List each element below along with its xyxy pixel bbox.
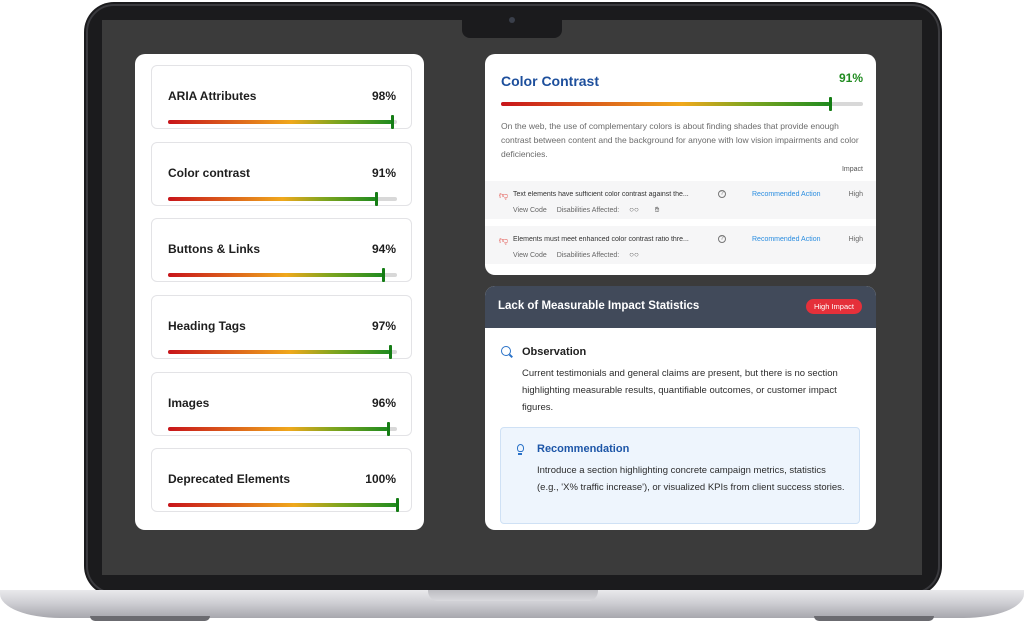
- score-card[interactable]: Heading Tags 97%: [151, 295, 412, 359]
- recommended-action-link[interactable]: Recommended Action: [752, 191, 821, 198]
- observation-text: Current testimonials and general claims …: [522, 368, 838, 413]
- score-label: Images: [168, 396, 210, 410]
- score-label: Buttons & Links: [168, 242, 260, 256]
- disabilities-label: Disabilities Affected:: [556, 207, 620, 214]
- score-label: ARIA Attributes: [168, 89, 257, 103]
- recommended-action-link[interactable]: Recommended Action: [752, 236, 821, 243]
- issue-text: Elements must meet enhanced color contra…: [513, 236, 689, 243]
- help-icon[interactable]: ?: [718, 235, 726, 243]
- glasses-icon: ○○: [629, 250, 639, 259]
- score-card[interactable]: Deprecated Elements 100%: [151, 448, 412, 512]
- score-value: 100%: [365, 472, 396, 486]
- issue-row[interactable]: 👎︎ Text elements have sufficient color c…: [485, 181, 876, 219]
- search-icon: [501, 346, 511, 356]
- score-bar: [168, 345, 397, 359]
- score-bar-marker: [396, 498, 399, 512]
- high-impact-badge: High Impact: [805, 299, 862, 314]
- issue-meta: View Code Disabilities Affected: ○○ ✋︎: [513, 205, 667, 215]
- recommendation-box: Recommendation Introduce a section highl…: [500, 427, 860, 524]
- camera-notch: [462, 12, 562, 38]
- score-card[interactable]: Color contrast 91%: [151, 142, 412, 206]
- score-value: 96%: [371, 396, 396, 410]
- color-contrast-bar-fill: [501, 102, 831, 106]
- color-contrast-description: On the web, the use of complementary col…: [501, 121, 859, 159]
- score-value: 98%: [371, 89, 396, 103]
- score-bar: [168, 422, 397, 436]
- issue-impact: High: [848, 236, 863, 243]
- view-code-link[interactable]: View Code: [513, 252, 547, 259]
- issue-impact: High: [848, 191, 863, 198]
- impact-column-header: Impact: [841, 166, 863, 173]
- score-bar: [168, 192, 397, 206]
- issue-meta: View Code Disabilities Affected: ○○: [513, 250, 647, 259]
- score-bar-marker: [391, 115, 395, 129]
- glasses-icon: ○○: [629, 205, 639, 214]
- color-contrast-bar-marker: [829, 97, 833, 111]
- recommendation-text: Introduce a section highlighting concret…: [537, 465, 845, 493]
- score-bar-fill: [168, 350, 391, 354]
- thumbs-down-icon: 👎︎: [499, 235, 509, 245]
- color-contrast-bar: [501, 97, 863, 111]
- issue-text: Text elements have sufficient color cont…: [513, 191, 689, 198]
- thumbs-down-icon: 👎︎: [499, 190, 509, 200]
- laptop-foot-left: [90, 616, 210, 621]
- insight-title: Lack of Measurable Impact Statistics: [498, 300, 700, 312]
- color-contrast-title: Color Contrast: [501, 73, 599, 89]
- score-value: 94%: [371, 242, 396, 256]
- insight-header: Lack of Measurable Impact Statistics Hig…: [485, 286, 876, 328]
- laptop-base-notch: [428, 590, 598, 601]
- score-bar: [168, 268, 397, 282]
- score-bar: [168, 498, 399, 512]
- observation-title: Observation: [522, 346, 587, 358]
- score-bar-fill: [168, 197, 377, 201]
- score-bar-fill: [168, 273, 384, 277]
- view-code-link[interactable]: View Code: [513, 207, 547, 214]
- score-card[interactable]: ARIA Attributes 98%: [151, 65, 412, 129]
- laptop-foot-right: [814, 616, 934, 621]
- score-bar-fill: [168, 120, 393, 124]
- score-bar: [168, 115, 397, 129]
- score-bar-fill: [168, 503, 397, 507]
- camera-icon: [509, 17, 515, 23]
- score-bar-fill: [168, 427, 388, 431]
- score-value: 91%: [371, 166, 396, 180]
- score-label: Deprecated Elements: [168, 472, 291, 486]
- score-card[interactable]: Images 96%: [151, 372, 412, 436]
- color-contrast-score: 91%: [838, 71, 863, 85]
- lightbulb-icon: [517, 444, 524, 455]
- disabilities-label: Disabilities Affected:: [556, 252, 620, 259]
- insight-panel: Lack of Measurable Impact Statistics Hig…: [485, 286, 876, 530]
- score-bar-marker: [375, 192, 379, 206]
- score-value: 97%: [371, 319, 396, 333]
- color-contrast-panel: Color Contrast 91% On the web, the use o…: [485, 54, 876, 275]
- hand-icon: ✋︎: [654, 205, 660, 214]
- score-label: Color contrast: [168, 166, 251, 180]
- score-card[interactable]: Buttons & Links 94%: [151, 218, 412, 282]
- scores-panel: ARIA Attributes 98% Color contrast 91% Butto…: [135, 54, 424, 530]
- score-bar-marker: [389, 345, 393, 359]
- score-bar-marker: [386, 422, 390, 436]
- issue-row[interactable]: 👎︎ Elements must meet enhanced color con…: [485, 226, 876, 264]
- help-icon[interactable]: ?: [718, 190, 726, 198]
- score-label: Heading Tags: [168, 319, 246, 333]
- score-bar-marker: [382, 268, 386, 282]
- recommendation-title: Recommendation: [537, 443, 630, 455]
